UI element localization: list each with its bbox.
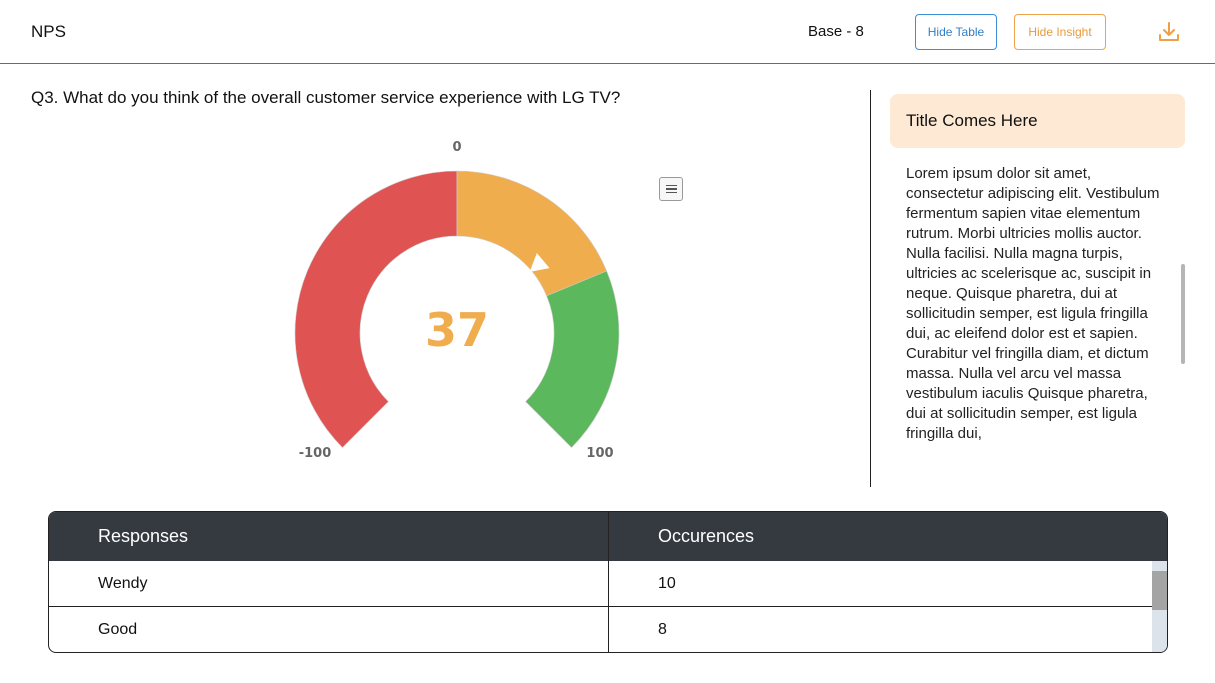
gauge-tick-max: 100 [586,446,613,461]
column-separator [608,512,609,652]
insight-scrollbar[interactable] [1181,264,1185,364]
hamburger-menu-icon [665,184,677,187]
gauge-value-label: 37 [425,303,489,357]
table-scrollbar-thumb[interactable] [1152,571,1167,610]
top-bar: NPS Base - 8 Hide Table Hide Insight [0,0,1215,64]
gauge-band-3 [525,270,620,448]
insight-body-text: Lorem ipsum dolor sit amet, consectetur … [906,165,1160,442]
gauge-tick-zero: 0 [452,140,461,155]
nps-gauge-chart: 37 -100 0 100 [294,140,620,461]
download-icon[interactable] [1157,20,1181,44]
hide-insight-button[interactable]: Hide Insight [1014,14,1106,50]
cell-occurences: 8 [658,621,667,638]
insight-title: Title Comes Here [890,94,1185,148]
column-header-responses[interactable]: Responses [98,526,189,546]
responses-table: Responses Occurences Wendy 10 Good 8 [48,511,1168,653]
table-row: Wendy 10 [49,561,1153,607]
page-title: NPS [31,22,66,41]
gauge-band-2 [456,170,608,297]
gauge-tick-min: -100 [299,446,332,461]
gauge-pointer [529,253,550,272]
panel-divider [870,90,871,487]
table-row: Good 8 [49,607,1153,652]
hide-table-button[interactable]: Hide Table [915,14,997,50]
cell-response: Wendy [98,575,148,592]
column-header-occurences[interactable]: Occurences [658,526,755,546]
cell-occurences: 10 [658,575,676,592]
chart-menu-button[interactable] [659,177,683,201]
cell-response: Good [98,621,138,638]
gauge-band-1 [294,170,458,448]
question-text: Q3. What do you think of the overall cus… [31,88,621,107]
base-count: Base - 8 [808,23,864,40]
